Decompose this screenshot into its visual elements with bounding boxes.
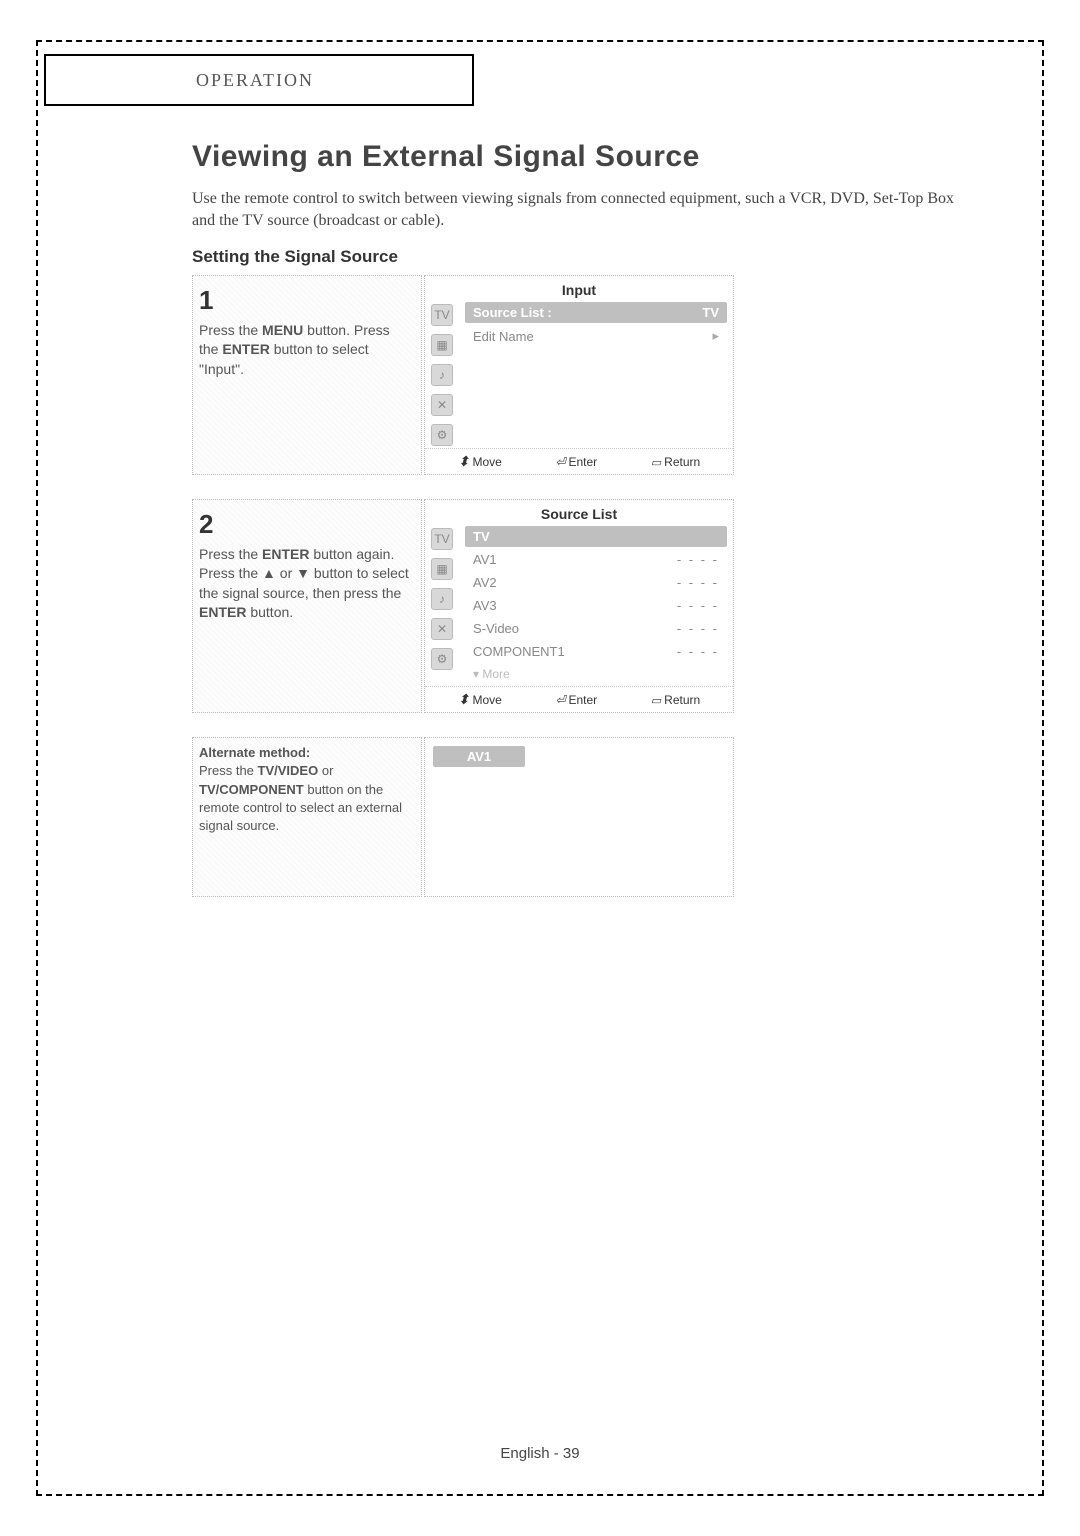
osd2-row-2-dots: - - - - xyxy=(677,575,719,590)
up-arrow-icon: ▲ xyxy=(262,565,276,581)
osd2-row-2-label: AV2 xyxy=(473,575,497,590)
step-2-text: 2 Press the ENTER button again. Press th… xyxy=(192,499,422,713)
osd2-row-4-dots: - - - - xyxy=(677,621,719,636)
enter-label: Enter xyxy=(569,455,598,469)
osd2-row-tv[interactable]: TV xyxy=(465,526,727,547)
step-1: 1 Press the MENU button. Press the ENTER… xyxy=(192,275,980,475)
av1-banner: AV1 xyxy=(433,746,525,767)
enter-button-label: ENTER xyxy=(222,341,269,357)
enter-hint: Enter xyxy=(555,453,597,470)
move-label: Move xyxy=(473,455,502,469)
alternate-method: Alternate method: Press the TV/VIDEO or … xyxy=(192,737,980,897)
osd2-row-av1[interactable]: AV1 - - - - xyxy=(465,549,727,570)
down-arrow-icon: ▼ xyxy=(296,565,310,581)
section-header: OPERATION xyxy=(44,54,474,106)
osd2-footer: Move Enter Return xyxy=(425,686,733,708)
enter-icon xyxy=(555,693,565,707)
osd1-main: Source List : TV Edit Name ▸ xyxy=(459,302,733,448)
enter-button-label-3: ENTER xyxy=(199,604,246,620)
return-label-2: Return xyxy=(664,693,700,707)
move-hint: Move xyxy=(458,453,502,470)
osd1-footer: Move Enter Return xyxy=(425,448,733,470)
osd2-row-av3[interactable]: AV3 - - - - xyxy=(465,595,727,616)
osd1-title: Input xyxy=(425,280,733,302)
osd2-row-4-label: S-Video xyxy=(473,621,519,636)
tv-icon: TV xyxy=(431,528,453,550)
osd2-row-svideo[interactable]: S-Video - - - - xyxy=(465,618,727,639)
enter-label-2: Enter xyxy=(569,693,598,707)
alt-frag-1: Press the xyxy=(199,763,258,778)
step-2: 2 Press the ENTER button again. Press th… xyxy=(192,499,980,713)
osd2-row-5-label: COMPONENT1 xyxy=(473,644,565,659)
return-icon xyxy=(651,693,661,707)
move-label-2: Move xyxy=(473,693,502,707)
osd2-main: TV AV1 - - - - AV2 - - - - AV3 - - - - xyxy=(459,526,733,686)
alternate-method-text: Alternate method: Press the TV/VIDEO or … xyxy=(192,737,422,897)
updown-icon xyxy=(458,453,470,470)
osd2-title: Source List xyxy=(425,504,733,526)
osd1-row-source-list[interactable]: Source List : TV xyxy=(465,302,727,323)
enter-button-label-2: ENTER xyxy=(262,546,309,562)
osd1-body: TV ▦ ♪ ✕ ⚙ Source List : TV Edit Name ▸ xyxy=(425,302,733,448)
sound-icon: ♪ xyxy=(431,364,453,386)
chevron-right-icon: ▸ xyxy=(712,328,719,344)
osd1-row-1-label: Edit Name xyxy=(473,329,534,344)
return-hint-2: Return xyxy=(651,691,700,708)
alternate-heading: Alternate method: xyxy=(199,745,310,760)
step-1-frag-1: Press the xyxy=(199,322,262,338)
step-2-frag-3: or xyxy=(280,565,296,581)
channel-icon: ✕ xyxy=(431,618,453,640)
step-2-number: 2 xyxy=(199,506,411,542)
picture-icon: ▦ xyxy=(431,558,453,580)
osd1-row-0-value: TV xyxy=(702,305,719,320)
move-hint-2: Move xyxy=(458,691,502,708)
return-label: Return xyxy=(664,455,700,469)
menu-button-label: MENU xyxy=(262,322,303,338)
osd2-row-3-label: AV3 xyxy=(473,598,497,613)
osd2-row-0-label: TV xyxy=(473,529,490,544)
step-1-text: 1 Press the MENU button. Press the ENTER… xyxy=(192,275,422,475)
return-icon xyxy=(651,455,661,469)
osd2-row-1-dots: - - - - xyxy=(677,552,719,567)
osd2-row-component1[interactable]: COMPONENT1 - - - - xyxy=(465,641,727,662)
sound-icon: ♪ xyxy=(431,588,453,610)
step-2-frag-5: button. xyxy=(250,604,293,620)
enter-icon xyxy=(555,455,565,469)
tv-video-button-label: TV/VIDEO xyxy=(258,763,319,778)
setup-icon: ⚙ xyxy=(431,424,453,446)
osd1-sidebar: TV ▦ ♪ ✕ ⚙ xyxy=(425,302,459,448)
alt-frag-2: or xyxy=(322,763,334,778)
osd2-row-5-dots: - - - - xyxy=(677,644,719,659)
tv-component-button-label: TV/COMPONENT xyxy=(199,782,304,797)
osd1-row-0-label: Source List : xyxy=(473,305,552,320)
tv-icon: TV xyxy=(431,304,453,326)
osd1-row-edit-name[interactable]: Edit Name ▸ xyxy=(465,325,727,347)
section-subtitle: Setting the Signal Source xyxy=(192,247,980,267)
osd-source-list: Source List TV ▦ ♪ ✕ ⚙ TV AV1 - - xyxy=(424,499,734,713)
osd2-row-1-label: AV1 xyxy=(473,552,497,567)
step-2-frag-1: Press the xyxy=(199,546,262,562)
picture-icon: ▦ xyxy=(431,334,453,356)
osd2-body: TV ▦ ♪ ✕ ⚙ TV AV1 - - - - xyxy=(425,526,733,686)
osd2-row-3-dots: - - - - xyxy=(677,598,719,613)
step-1-number: 1 xyxy=(199,282,411,318)
osd2-more-label: ▾ More xyxy=(473,667,510,681)
osd2-row-av2[interactable]: AV2 - - - - xyxy=(465,572,727,593)
channel-icon: ✕ xyxy=(431,394,453,416)
setup-icon: ⚙ xyxy=(431,648,453,670)
section-header-label: OPERATION xyxy=(196,70,314,91)
page-footer: English - 39 xyxy=(0,1445,1080,1462)
intro-text: Use the remote control to switch between… xyxy=(192,188,980,231)
return-hint: Return xyxy=(651,453,700,470)
osd-av-banner: AV1 xyxy=(424,737,734,897)
osd2-sidebar: TV ▦ ♪ ✕ ⚙ xyxy=(425,526,459,686)
page-content: Viewing an External Signal Source Use th… xyxy=(192,140,980,921)
osd2-more[interactable]: ▾ More xyxy=(465,664,727,684)
updown-icon xyxy=(458,691,470,708)
osd-input-menu: Input TV ▦ ♪ ✕ ⚙ Source List : TV Edit N… xyxy=(424,275,734,475)
enter-hint-2: Enter xyxy=(555,691,597,708)
page-title: Viewing an External Signal Source xyxy=(192,140,980,174)
